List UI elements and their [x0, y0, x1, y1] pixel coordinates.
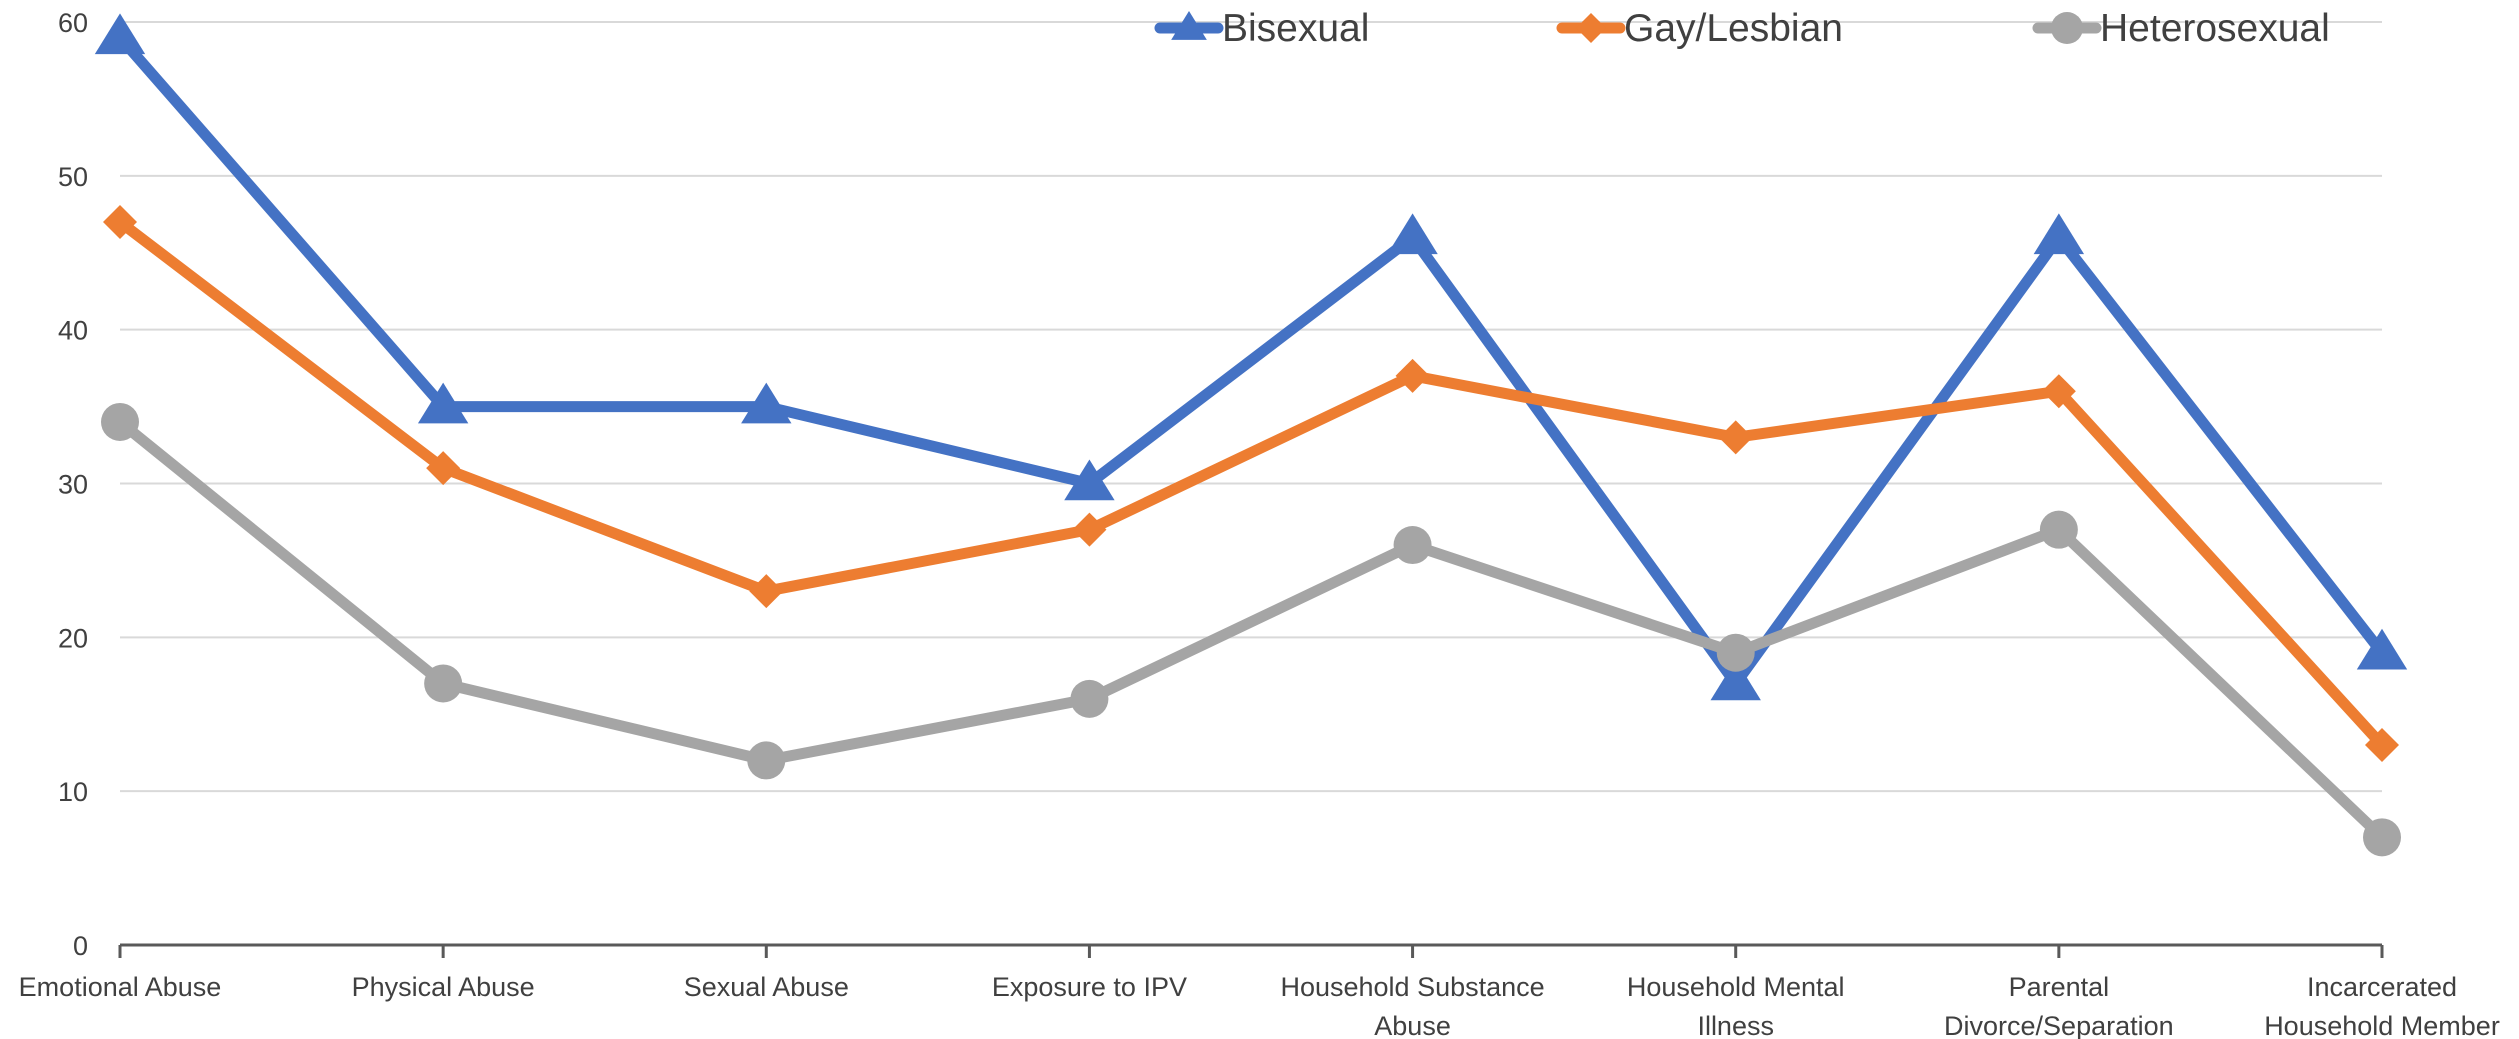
x-tick-label: Incarcerated Household Member [2264, 972, 2500, 1039]
legend-label: Gay/Lesbian [1624, 7, 1843, 50]
legend: Bisexual Gay/Lesbian Heterosexual [1154, 7, 2330, 50]
data-point [2365, 728, 2399, 763]
x-tick-label-line: Parental [2009, 972, 2110, 1002]
data-point [2356, 628, 2408, 670]
data-point [424, 664, 463, 703]
y-tick-label: 0 [73, 931, 88, 961]
data-point [417, 382, 469, 424]
series-lines [94, 13, 2408, 857]
data-point [2039, 510, 2078, 549]
data-point [2363, 818, 2401, 857]
x-tick-label: Physical Abuse [352, 972, 535, 1002]
x-tick-label-line: Physical Abuse [352, 972, 535, 1002]
data-point [94, 13, 146, 55]
series-line [114, 31, 2388, 689]
series-1 [103, 204, 2399, 763]
data-point [1064, 459, 1115, 501]
data-point [747, 741, 786, 780]
data-point [2041, 374, 2076, 409]
y-tick-label: 50 [58, 162, 88, 192]
x-tick-label-line: Incarcerated [2307, 972, 2457, 1002]
legend-label: Heterosexual [2100, 7, 2330, 50]
data-point [1393, 526, 1432, 565]
legend-item: Gay/Lesbian [1556, 7, 1843, 50]
x-tick-label: Household Substance Abuse [1280, 972, 1544, 1039]
y-tick-label: 10 [58, 777, 88, 807]
x-tick-label-line: Exposure to IPV [992, 972, 1187, 1002]
data-point [749, 574, 784, 609]
legend-item: Bisexual [1154, 7, 1369, 50]
data-point [741, 382, 792, 424]
x-axis: Emotional Abuse Physical Abuse Sexual Abus… [19, 943, 2500, 1039]
legend-marker [1171, 11, 1207, 40]
series-line [114, 216, 2388, 751]
x-tick-label: Sexual Abuse [684, 972, 849, 1002]
x-tick-label: Emotional Abuse [19, 972, 222, 1002]
data-point [426, 451, 461, 486]
x-tick-label-line: Illness [1697, 1011, 1774, 1039]
x-tick-label-line: Household Member [2264, 1011, 2500, 1039]
x-tick-label: Parental Divorce/Separation [1944, 972, 2174, 1039]
legend-marker [1576, 13, 1606, 43]
data-point [1070, 679, 1109, 718]
legend-item: Heterosexual [2032, 7, 2330, 50]
x-tick-label-line: Emotional Abuse [19, 972, 222, 1002]
data-point [1716, 633, 1755, 672]
x-tick-label-line: Household Substance [1280, 972, 1544, 1002]
x-tick-label: Household Mental Illness [1627, 972, 1845, 1039]
y-tick-label: 40 [58, 316, 88, 346]
legend-marker [2051, 12, 2083, 44]
series-line [114, 416, 2388, 843]
x-tick-label-line: Abuse [1374, 1011, 1451, 1039]
data-point [1072, 512, 1107, 547]
series-2 [101, 402, 2401, 857]
series-0 [94, 13, 2408, 701]
data-point [103, 204, 137, 239]
x-tick-label-line: Sexual Abuse [684, 972, 849, 1002]
data-point [1710, 659, 1761, 701]
y-tick-label: 30 [58, 470, 88, 500]
x-tick-label-line: Household Mental [1627, 972, 1845, 1002]
x-tick-label-line: Divorce/Separation [1944, 1011, 2174, 1039]
y-tick-label: 60 [58, 8, 88, 38]
data-point [1718, 420, 1753, 455]
legend-label: Bisexual [1222, 7, 1369, 50]
data-point [1387, 213, 1438, 255]
y-tick-label: 20 [58, 623, 88, 653]
y-axis: 0 10 20 30 40 50 60 [58, 8, 88, 961]
data-point [1395, 358, 1430, 393]
x-tick-label: Exposure to IPV [992, 972, 1187, 1002]
data-point [101, 402, 139, 441]
data-point [2033, 213, 2085, 255]
